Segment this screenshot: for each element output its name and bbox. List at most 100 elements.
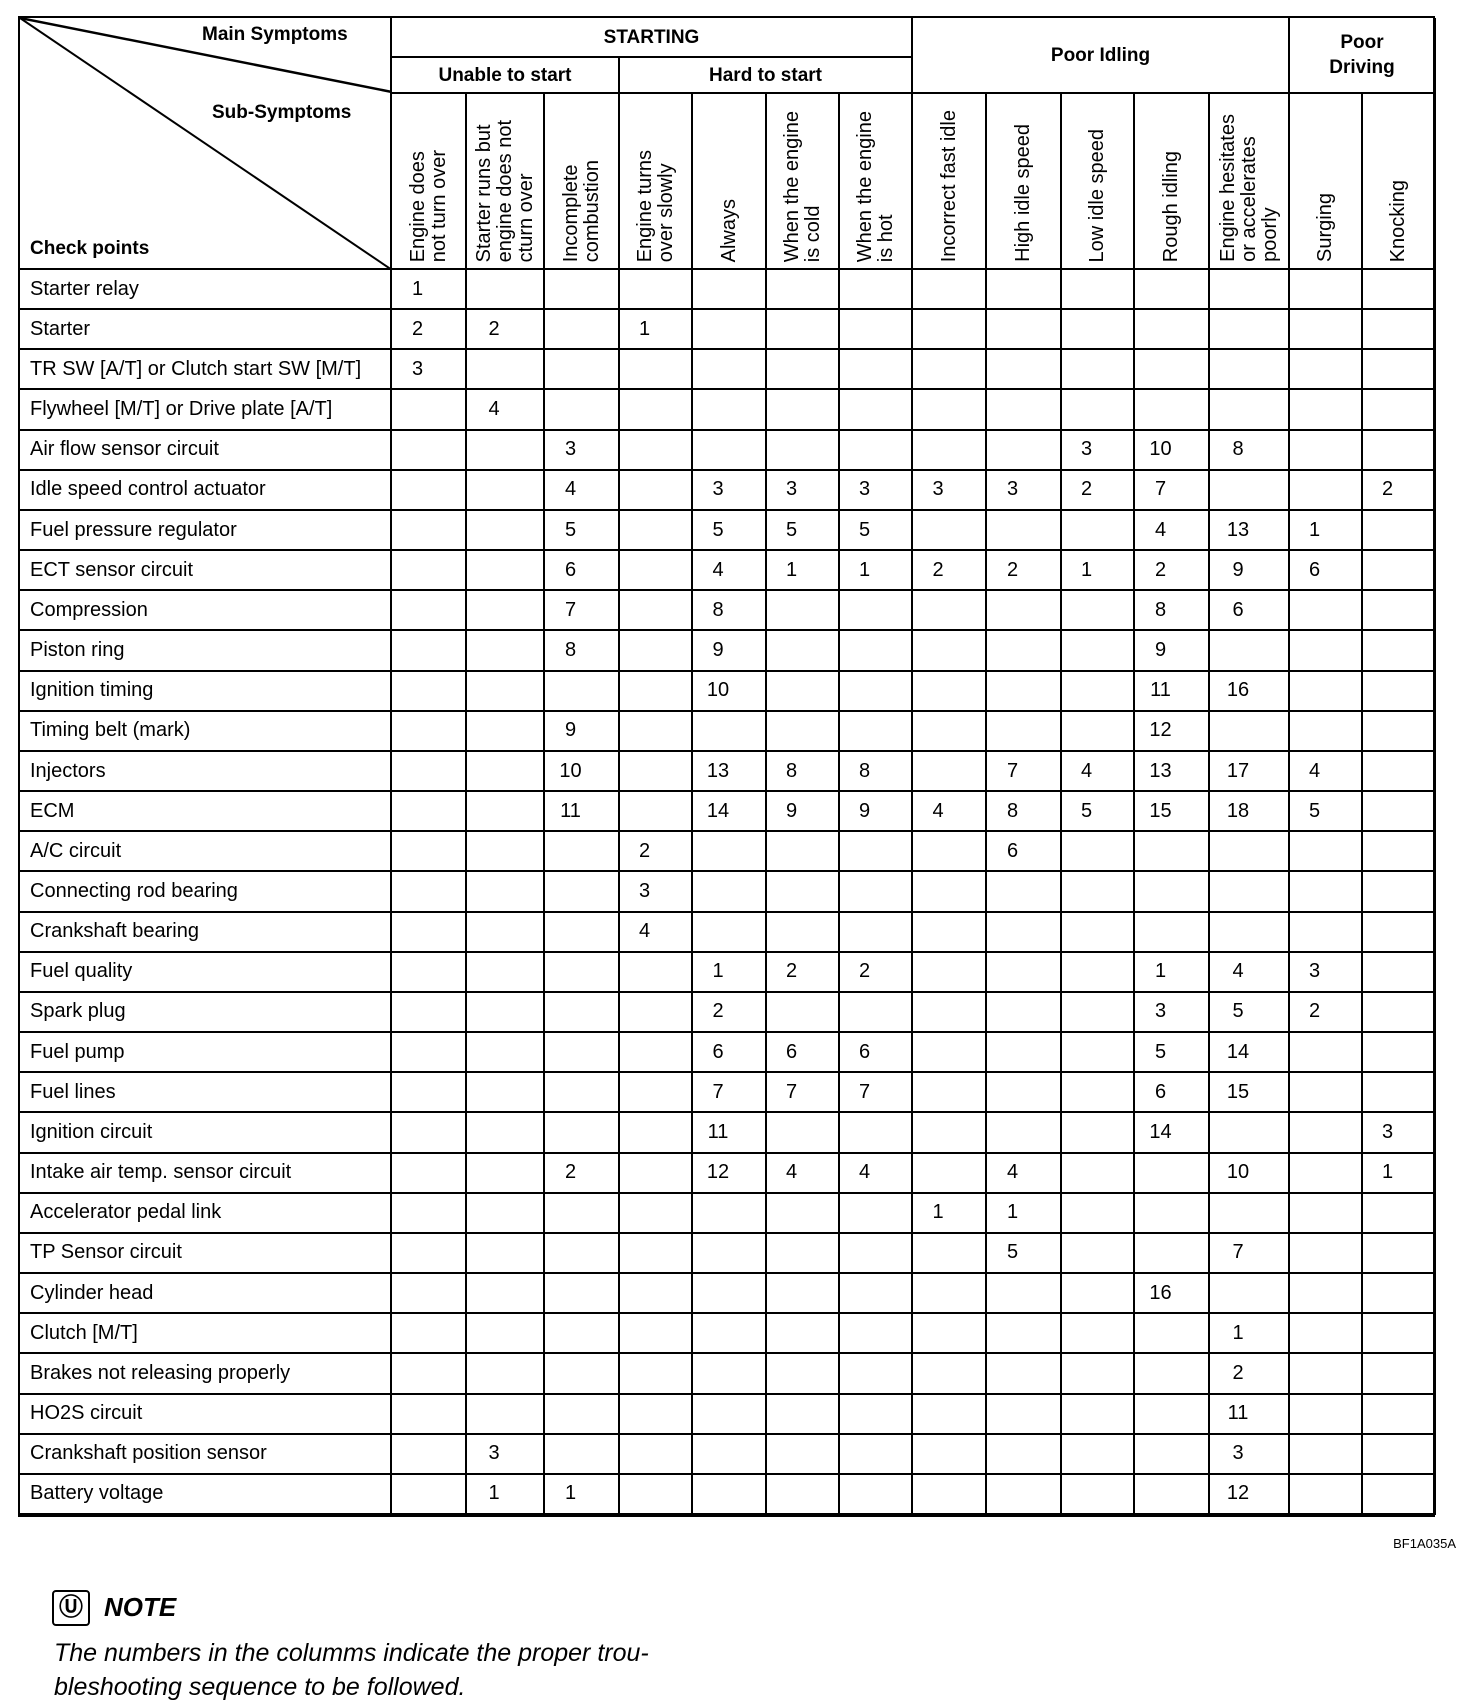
sequence-cell (987, 1474, 1062, 1515)
sequence-cell (467, 1193, 545, 1234)
sequence-cell: 3 (693, 470, 767, 511)
sequence-cell: 13 (1135, 751, 1210, 793)
sequence-cell: 1 (840, 551, 913, 592)
sequence-cell (840, 1394, 913, 1435)
row-label: Brakes not releasing properly (20, 1354, 392, 1395)
sequence-cell: 8 (1210, 430, 1290, 471)
sequence-cell (913, 631, 987, 672)
sequence-cell: 4 (620, 912, 693, 953)
sequence-cell: 4 (913, 792, 987, 833)
sequence-cell (392, 1033, 467, 1074)
sequence-cell (620, 952, 693, 993)
sequence-cell (1363, 1394, 1436, 1435)
sequence-cell (392, 1274, 467, 1315)
sequence-cell (620, 1394, 693, 1435)
sequence-cell (467, 992, 545, 1034)
sequence-cell (1363, 1434, 1436, 1475)
sequence-cell (987, 310, 1062, 351)
sequence-cell (1290, 832, 1363, 873)
sequence-cell (392, 952, 467, 993)
sequence-cell (545, 310, 620, 351)
column-header-label: Engine turns over slowly (633, 149, 677, 262)
sequence-cell (987, 912, 1062, 953)
sequence-cell (1363, 912, 1436, 953)
sequence-cell: 4 (840, 1153, 913, 1194)
sequence-cell (987, 350, 1062, 391)
sequence-cell (1062, 711, 1135, 752)
sequence-cell (840, 992, 913, 1034)
sequence-cell (467, 1033, 545, 1074)
sequence-cell (987, 631, 1062, 672)
sequence-cell (392, 1153, 467, 1194)
sequence-cell: 2 (840, 952, 913, 993)
sequence-cell (1363, 510, 1436, 552)
sequence-cell: 5 (693, 510, 767, 552)
sequence-cell (913, 1274, 987, 1315)
sequence-cell (467, 671, 545, 712)
sequence-cell (620, 591, 693, 632)
row-label: Crankshaft bearing (20, 912, 392, 953)
column-header-label: Knocking (1387, 179, 1409, 262)
note-text: The numbers in the columms indicate the … (54, 1636, 754, 1704)
sequence-cell (693, 1274, 767, 1315)
sequence-cell: 5 (840, 510, 913, 552)
sequence-cell (840, 430, 913, 471)
sequence-cell (467, 952, 545, 993)
sequence-cell (1290, 1113, 1363, 1154)
sequence-cell (545, 1314, 620, 1355)
sequence-cell (1290, 1354, 1363, 1395)
column-header-label: Starter runs but engine does not cturn o… (472, 119, 537, 262)
row-label: Fuel quality (20, 952, 392, 993)
sequence-cell (1062, 1233, 1135, 1275)
sequence-cell (840, 1274, 913, 1315)
sequence-cell (1363, 1193, 1436, 1234)
sequence-cell (620, 1113, 693, 1154)
check-points-label: Check points (30, 238, 150, 259)
row-label: Fuel pump (20, 1033, 392, 1074)
sequence-cell (1135, 912, 1210, 953)
row-label: Accelerator pedal link (20, 1193, 392, 1234)
sequence-cell (1062, 1073, 1135, 1114)
sequence-cell: 5 (767, 510, 840, 552)
sequence-cell: 3 (1290, 952, 1363, 993)
note-text-content: The numbers in the columms indicate the … (54, 1639, 649, 1701)
sequence-cell (987, 1113, 1062, 1154)
sequence-cell (913, 1434, 987, 1475)
sequence-cell (467, 270, 545, 311)
column-header-label: Always (717, 198, 740, 262)
sequence-cell (467, 631, 545, 672)
sequence-cell: 8 (1135, 591, 1210, 632)
column-header: Engine does not turn over (392, 94, 467, 270)
sequence-cell (840, 631, 913, 672)
row-label: Battery voltage (20, 1474, 392, 1515)
sequence-cell: 11 (1210, 1394, 1290, 1435)
sequence-cell (392, 832, 467, 873)
sequence-cell (467, 1394, 545, 1435)
sequence-cell (1210, 390, 1290, 431)
sequence-cell (545, 1033, 620, 1074)
sequence-cell (467, 792, 545, 833)
group-hard-to-start: Hard to start (620, 58, 913, 94)
sequence-cell (693, 872, 767, 913)
sequence-cell (840, 1233, 913, 1275)
sequence-cell (913, 992, 987, 1034)
sequence-cell (1210, 1113, 1290, 1154)
sequence-cell: 2 (1135, 551, 1210, 592)
sequence-cell (1290, 591, 1363, 632)
row-label: Compression (20, 591, 392, 632)
sequence-cell (693, 1394, 767, 1435)
sequence-cell (767, 591, 840, 632)
sequence-cell: 3 (840, 470, 913, 511)
column-header-label: Engine hesitates or accelerates poorly (1216, 114, 1281, 262)
sequence-cell: 4 (987, 1153, 1062, 1194)
sequence-cell (620, 992, 693, 1034)
sequence-cell: 12 (1135, 711, 1210, 752)
sequence-cell (1210, 872, 1290, 913)
sequence-cell (913, 1394, 987, 1435)
sequence-cell: 2 (913, 551, 987, 592)
sequence-cell: 14 (693, 792, 767, 833)
sequence-cell (840, 350, 913, 391)
sequence-cell (1062, 872, 1135, 913)
sequence-cell (467, 510, 545, 552)
sequence-cell: 2 (1290, 992, 1363, 1034)
